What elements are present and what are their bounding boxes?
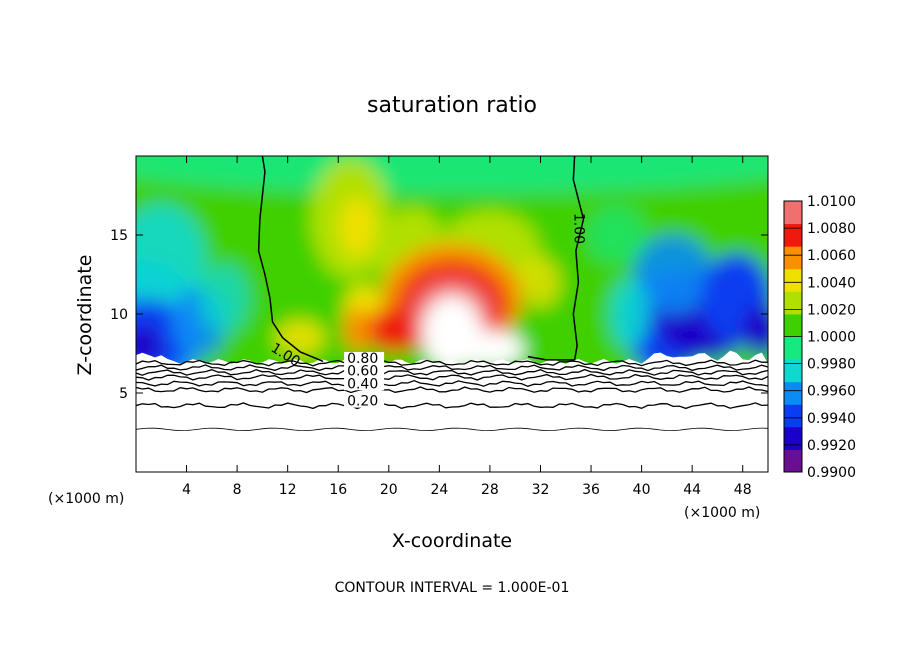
colorbar-label: 1.0080 (807, 221, 856, 237)
x-tick-label: 4 (182, 482, 191, 498)
plot-area: 1.001.000.800.600.400.20 (136, 156, 768, 472)
contour-label: 0.80 (347, 351, 378, 367)
x-tick-label: 36 (582, 482, 600, 498)
colorbar-label: 1.0040 (807, 275, 856, 291)
colorbar-label: 0.9980 (807, 357, 856, 373)
colorbar-swatch (784, 404, 802, 428)
colorbar-swatch (784, 291, 802, 315)
colorbar-swatch (784, 449, 802, 473)
colorbar-label: 1.0020 (807, 302, 856, 318)
contour-label: 0.40 (347, 376, 378, 392)
x-tick-label: 16 (329, 482, 347, 498)
chart-title: saturation ratio (367, 93, 537, 118)
x-axis: 4 8 12 16 20 24 28 32 36 40 44 48 (182, 156, 752, 498)
colorbar-swatch (784, 246, 802, 270)
y-axis-label: Z-coordinate (74, 255, 96, 376)
contour-label: 0.60 (347, 364, 378, 380)
x-tick-label: 24 (430, 482, 448, 498)
colorbar-label: 1.0060 (807, 248, 856, 264)
contour-line (136, 364, 768, 372)
contour-line-low (136, 427, 768, 432)
colorbar-swatch (784, 336, 802, 360)
contour-line-1-00-left (257, 156, 324, 363)
contour-label: 1.00 (571, 213, 587, 244)
colorbar-label: 0.9900 (807, 465, 856, 481)
x-tick-label: 28 (481, 482, 499, 498)
colorbar-swatch (784, 223, 802, 247)
y-axis: 5 10 15 (110, 228, 768, 402)
contour-label: 0.20 (347, 394, 378, 410)
contour-line (136, 380, 768, 387)
x-tick-label: 40 (633, 482, 651, 498)
colorbar-label: 0.9920 (807, 438, 856, 454)
contour-lines: 1.001.000.800.600.400.20 (136, 156, 768, 432)
colorbar-label: 0.9940 (807, 411, 856, 427)
colorbar-swatch (784, 381, 802, 405)
colorbar-swatch (784, 268, 802, 292)
y-tick-label: 10 (110, 307, 128, 323)
contour-label-bg (344, 394, 385, 408)
x-axis-label: X-coordinate (392, 530, 512, 552)
contour-line (136, 368, 768, 376)
x-unit-left: (×1000 m) (48, 491, 124, 507)
colorbar-swatch (784, 313, 802, 337)
x-tick-label: 32 (532, 482, 550, 498)
y-tick-label: 5 (119, 386, 128, 402)
contour-label-bg (344, 377, 385, 391)
x-tick-label: 48 (734, 482, 752, 498)
contour-interval-note: CONTOUR INTERVAL = 1.000E-01 (335, 580, 570, 596)
contour-line (136, 359, 768, 367)
colorbar-swatch (784, 201, 802, 225)
contour-label-bg (344, 351, 385, 365)
x-tick-label: 20 (380, 482, 398, 498)
x-tick-label: 44 (683, 482, 701, 498)
contour-line (136, 373, 768, 381)
x-unit-right: (×1000 m) (684, 505, 760, 521)
y-tick-label: 15 (110, 228, 128, 244)
colorbar-label: 1.0000 (807, 330, 856, 346)
colorbar-swatch (784, 426, 802, 450)
saturation-field (136, 156, 768, 364)
contour-line (136, 402, 768, 410)
colorbar: 0.9900 0.9920 0.9940 0.9960 0.9980 1.0000 1.00… (783, 194, 856, 481)
x-tick-label: 12 (279, 482, 297, 498)
x-tick-label: 8 (233, 482, 242, 498)
contour-label-bg (344, 364, 385, 378)
contour-line (136, 386, 768, 394)
colorbar-label: 0.9960 (807, 384, 856, 400)
contour-line-1-00-right (527, 156, 585, 361)
colorbar-swatch (784, 359, 802, 383)
colorbar-label: 1.0100 (807, 194, 856, 210)
